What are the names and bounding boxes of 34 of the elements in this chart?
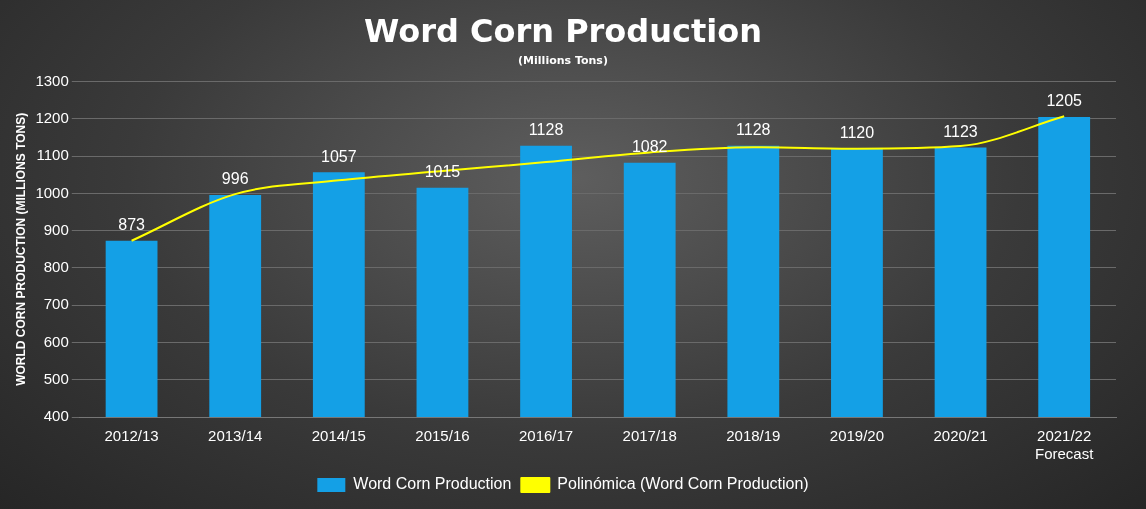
data-label: 1082 (631, 138, 668, 156)
data-label: 1120 (839, 124, 875, 142)
y-tick-label: 1200 (35, 109, 69, 127)
y-axis-title: WORLD CORN PRODUCTION (MILLIONS TONS) (13, 112, 28, 386)
x-tick-label: 2016/17 (518, 427, 574, 445)
y-tick-label: 800 (43, 258, 69, 276)
x-tick-label: 2018/19 (726, 427, 781, 445)
y-tick-label: 500 (43, 369, 69, 387)
x-tick-label: 2017/18 (622, 427, 677, 445)
y-tick-label: 400 (43, 407, 69, 425)
data-label: 1205 (1046, 92, 1083, 110)
y-tick-label: 900 (43, 220, 69, 238)
legend-label: Word Corn Production (353, 475, 512, 493)
data-label: 1123 (943, 122, 978, 140)
data-label: 873 (118, 216, 146, 234)
y-tick-label: 600 (43, 332, 69, 350)
data-label: 1128 (528, 121, 564, 139)
y-tick-label: 700 (43, 295, 69, 313)
x-tick-label: 2021/22 Forecast (1035, 427, 1095, 463)
x-tick-label: 2013/14 (208, 427, 263, 445)
y-tick-label: 1300 (35, 71, 69, 89)
chart-title: Word Corn Production (363, 11, 763, 50)
data-label: 1057 (321, 147, 357, 165)
data-label: 996 (221, 170, 249, 188)
y-tick-label: 1100 (36, 146, 69, 164)
y-tick-label: 1000 (35, 183, 69, 201)
x-tick-label: 2014/15 (311, 427, 366, 445)
chart-subtitle: (Millions Tons) (518, 53, 608, 67)
legend-label: Polinómica (Word Corn Production) (557, 475, 809, 493)
x-tick-label: 2012/13 (104, 427, 159, 445)
x-tick-label: 2015/16 (415, 427, 470, 445)
data-label: 1128 (736, 121, 771, 139)
x-tick-label: 2020/21 (933, 427, 988, 445)
x-tick-label: 2019/20 (829, 427, 885, 445)
